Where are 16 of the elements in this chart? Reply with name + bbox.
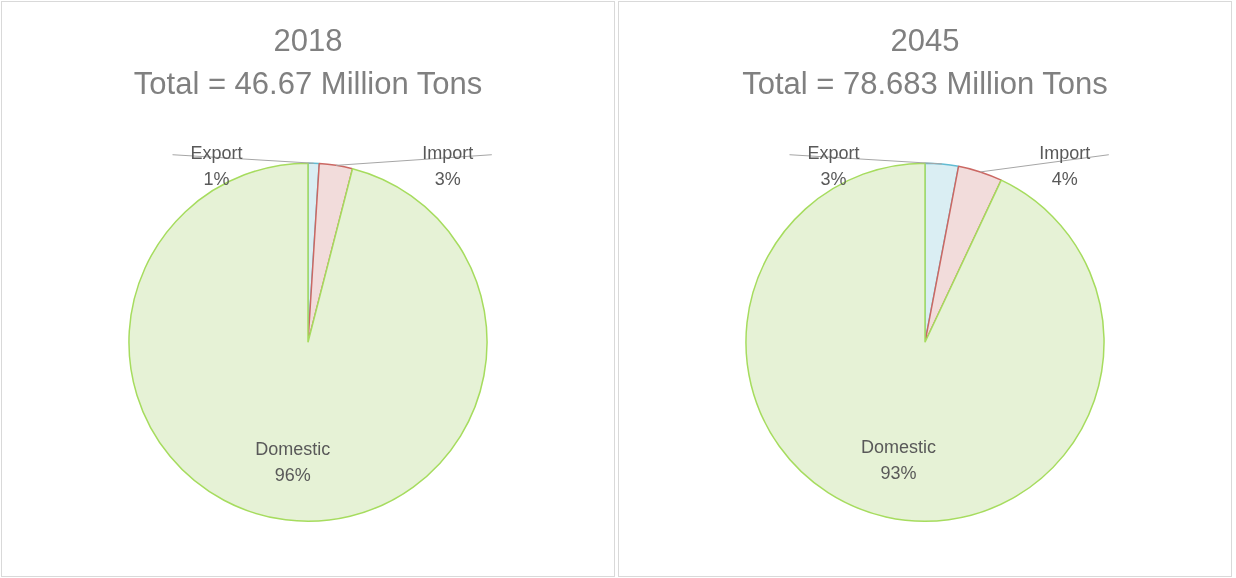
slice-label: Domestic	[860, 436, 936, 457]
chart-title: 2018	[273, 23, 343, 59]
chart-title: 2045	[890, 23, 960, 59]
data-label: 96%	[274, 464, 311, 485]
chart-subtitle: Total = 78.683 Million Tons	[742, 66, 1108, 102]
data-label: 3%	[434, 168, 461, 189]
data-label: 4%	[1051, 168, 1078, 189]
chart-subtitle: Total = 46.67 Million Tons	[133, 66, 483, 102]
slice-label: Export	[807, 142, 860, 163]
data-label: 1%	[203, 168, 230, 189]
slice-label: Import	[422, 142, 474, 163]
slice-label: Export	[190, 142, 243, 163]
data-label: 93%	[880, 462, 917, 483]
data-label: 3%	[820, 168, 847, 189]
slice-label: Domestic	[255, 438, 331, 459]
slice-label: Import	[1039, 142, 1091, 163]
